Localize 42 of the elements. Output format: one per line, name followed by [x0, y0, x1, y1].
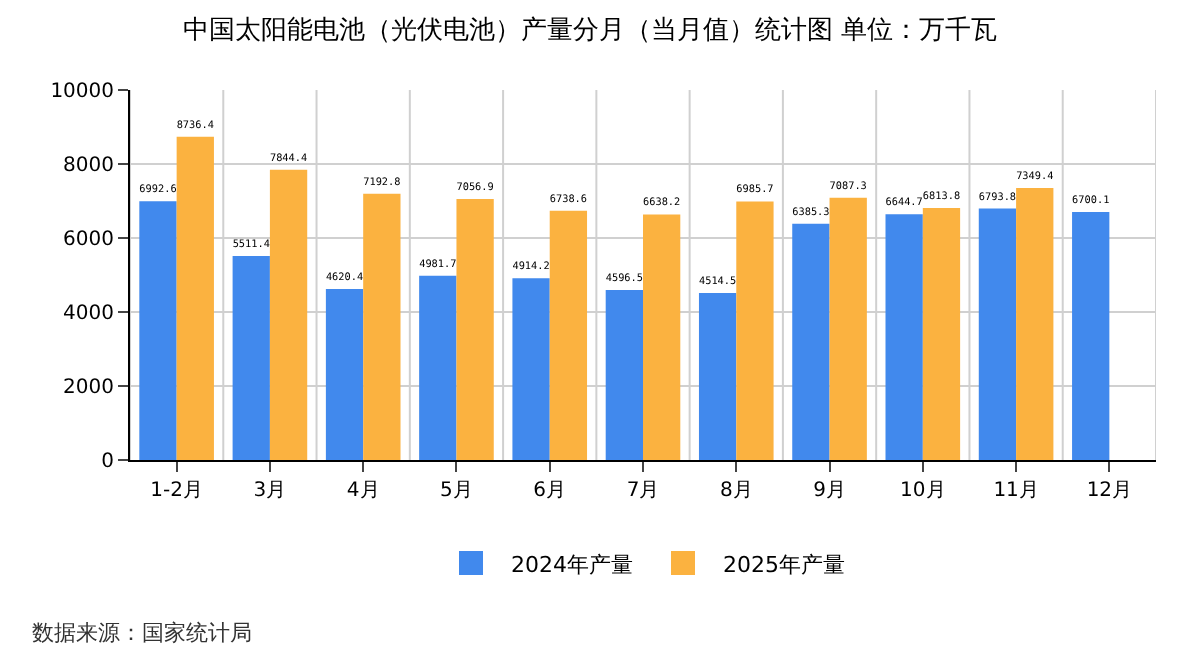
y-tick-label: 10000 [50, 81, 114, 103]
bar [549, 210, 588, 460]
chart-title: 中国太阳能电池（光伏电池）产量分月（当月值）统计图 单位：万千瓦 [182, 16, 998, 46]
bar [829, 197, 867, 460]
bar [419, 275, 457, 460]
bar [325, 289, 364, 460]
source-note: 数据来源：国家统计局 [32, 620, 252, 646]
bar [736, 201, 774, 460]
legend-label: 2025年产量 [723, 551, 845, 578]
bar [698, 292, 737, 460]
x-tick-label: 9月 [813, 480, 846, 502]
x-tick-label: 5月 [440, 480, 473, 502]
bar [232, 256, 270, 460]
x-tick-label: 12月 [1086, 480, 1133, 502]
y-tick-label: 2000 [63, 377, 114, 399]
legend-label: 2024年产量 [511, 551, 633, 578]
x-tick-label: 1-2月 [150, 480, 203, 502]
y-tick-label: 4000 [63, 303, 114, 325]
x-tick-label: 11月 [993, 480, 1039, 502]
bar [885, 214, 923, 460]
bar [176, 136, 214, 460]
x-tick-label: 3月 [253, 480, 287, 502]
bar [1072, 212, 1110, 460]
bar [456, 198, 494, 460]
bar [922, 207, 961, 460]
bar [139, 201, 177, 460]
x-tick-label: 4月 [346, 480, 380, 502]
bar [512, 278, 550, 460]
x-tick-label: 8月 [719, 480, 753, 502]
bar [643, 214, 681, 460]
bar [269, 169, 308, 460]
bar [605, 289, 643, 460]
bar [363, 193, 401, 460]
bar [792, 223, 830, 460]
x-tick-label: 10月 [900, 480, 946, 502]
bar [1016, 188, 1054, 460]
x-tick-label: 6月 [533, 480, 567, 502]
y-tick-label: 0 [101, 451, 114, 473]
y-tick-label: 8000 [63, 155, 114, 177]
x-tick-label: 7月 [626, 480, 660, 502]
y-tick-label: 6000 [63, 229, 114, 251]
bar [978, 208, 1017, 460]
